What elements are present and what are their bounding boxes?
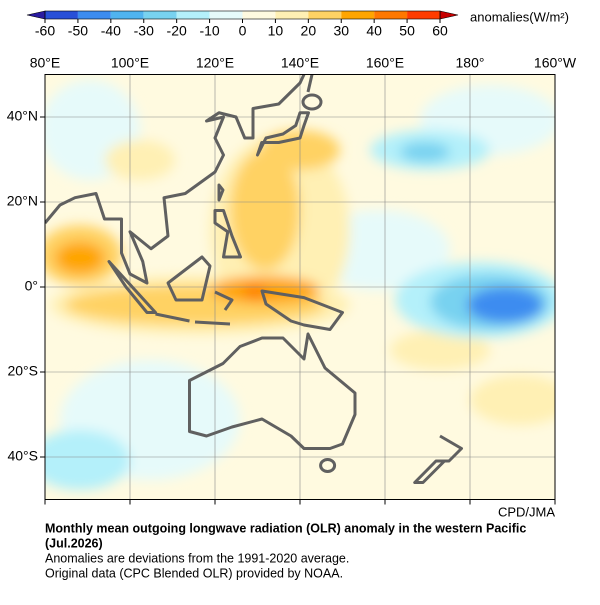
colorbar-unit: anomalies(W/m²) [470,9,569,24]
coastline [260,289,344,331]
colorbar-extend-high [439,10,459,20]
colorbar-tick-label: 50 [399,23,415,39]
colorbar-segment [374,11,408,19]
coastline [319,458,337,473]
colorbar: -60 -50 -40 -30 -20 -10 0 10 20 30 40 50 60 [26,10,459,39]
coastlines [45,74,463,484]
colorbar-tick-label: -10 [199,23,219,39]
x-tick-label: 120°E [196,55,234,71]
x-tick-label: 140°E [281,55,319,71]
coastline [45,74,306,285]
caption-period: (Jul.2026) [45,536,103,550]
coastline [301,93,323,111]
coastline [188,332,357,450]
x-tick-label: 80°E [30,55,61,71]
colorbar-tick-label: -30 [134,23,154,39]
coastline [213,209,242,259]
colorbar-segment [341,11,375,19]
coastline [107,260,157,314]
caption-note: Anomalies are deviations from the 1991-2… [45,551,349,565]
x-tick-label: 100°E [111,55,149,71]
x-tick-label: 180° [456,55,485,71]
colorbar-tick-label: -50 [68,23,88,39]
coastline [306,74,314,93]
colorbar-segment [209,11,243,19]
caption-note: Original data (CPC Blended OLR) provided… [45,566,343,580]
colorbar-segment [143,11,177,19]
y-tick-label: 0° [25,278,38,294]
colorbar-segment [77,11,111,19]
coastline [155,290,234,326]
anomaly-field [45,74,555,500]
colorbar-segment [110,11,144,19]
coastline [217,183,225,202]
y-tick-label: 40°N [7,108,38,124]
colorbar-segment [242,11,276,19]
colorbar-tick-label: 20 [301,23,317,39]
y-tick-label: 20°N [7,193,38,209]
x-tick-label: 160°W [534,55,577,71]
colorbar-tick-label: 0 [239,23,247,39]
colorbar-tick-label: -40 [101,23,121,39]
coastline [256,111,310,157]
coastline [166,255,212,302]
colorbar-tick-label: 30 [333,23,349,39]
colorbar-tick-label: 10 [268,23,284,39]
colorbar-segment [176,11,210,19]
y-tick-label: 40°S [7,448,38,464]
colorbar-tick-label: 60 [432,23,448,39]
colorbar-segment [407,11,440,19]
colorbar-segment [45,11,78,19]
caption-title: Monthly mean outgoing longwave radiation… [45,521,526,535]
colorbar-segment [275,11,309,19]
x-tick-label: 160°E [366,55,404,71]
coastline [413,434,463,484]
credit: CPD/JMA [498,504,555,519]
colorbar-segment [308,11,342,19]
colorbar-tick-label: -20 [167,23,187,39]
colorbar-tick-label: -60 [35,23,55,39]
colorbar-extend-low [26,10,46,20]
y-tick-label: 20°S [7,363,38,379]
colorbar-tick-label: 40 [366,23,382,39]
